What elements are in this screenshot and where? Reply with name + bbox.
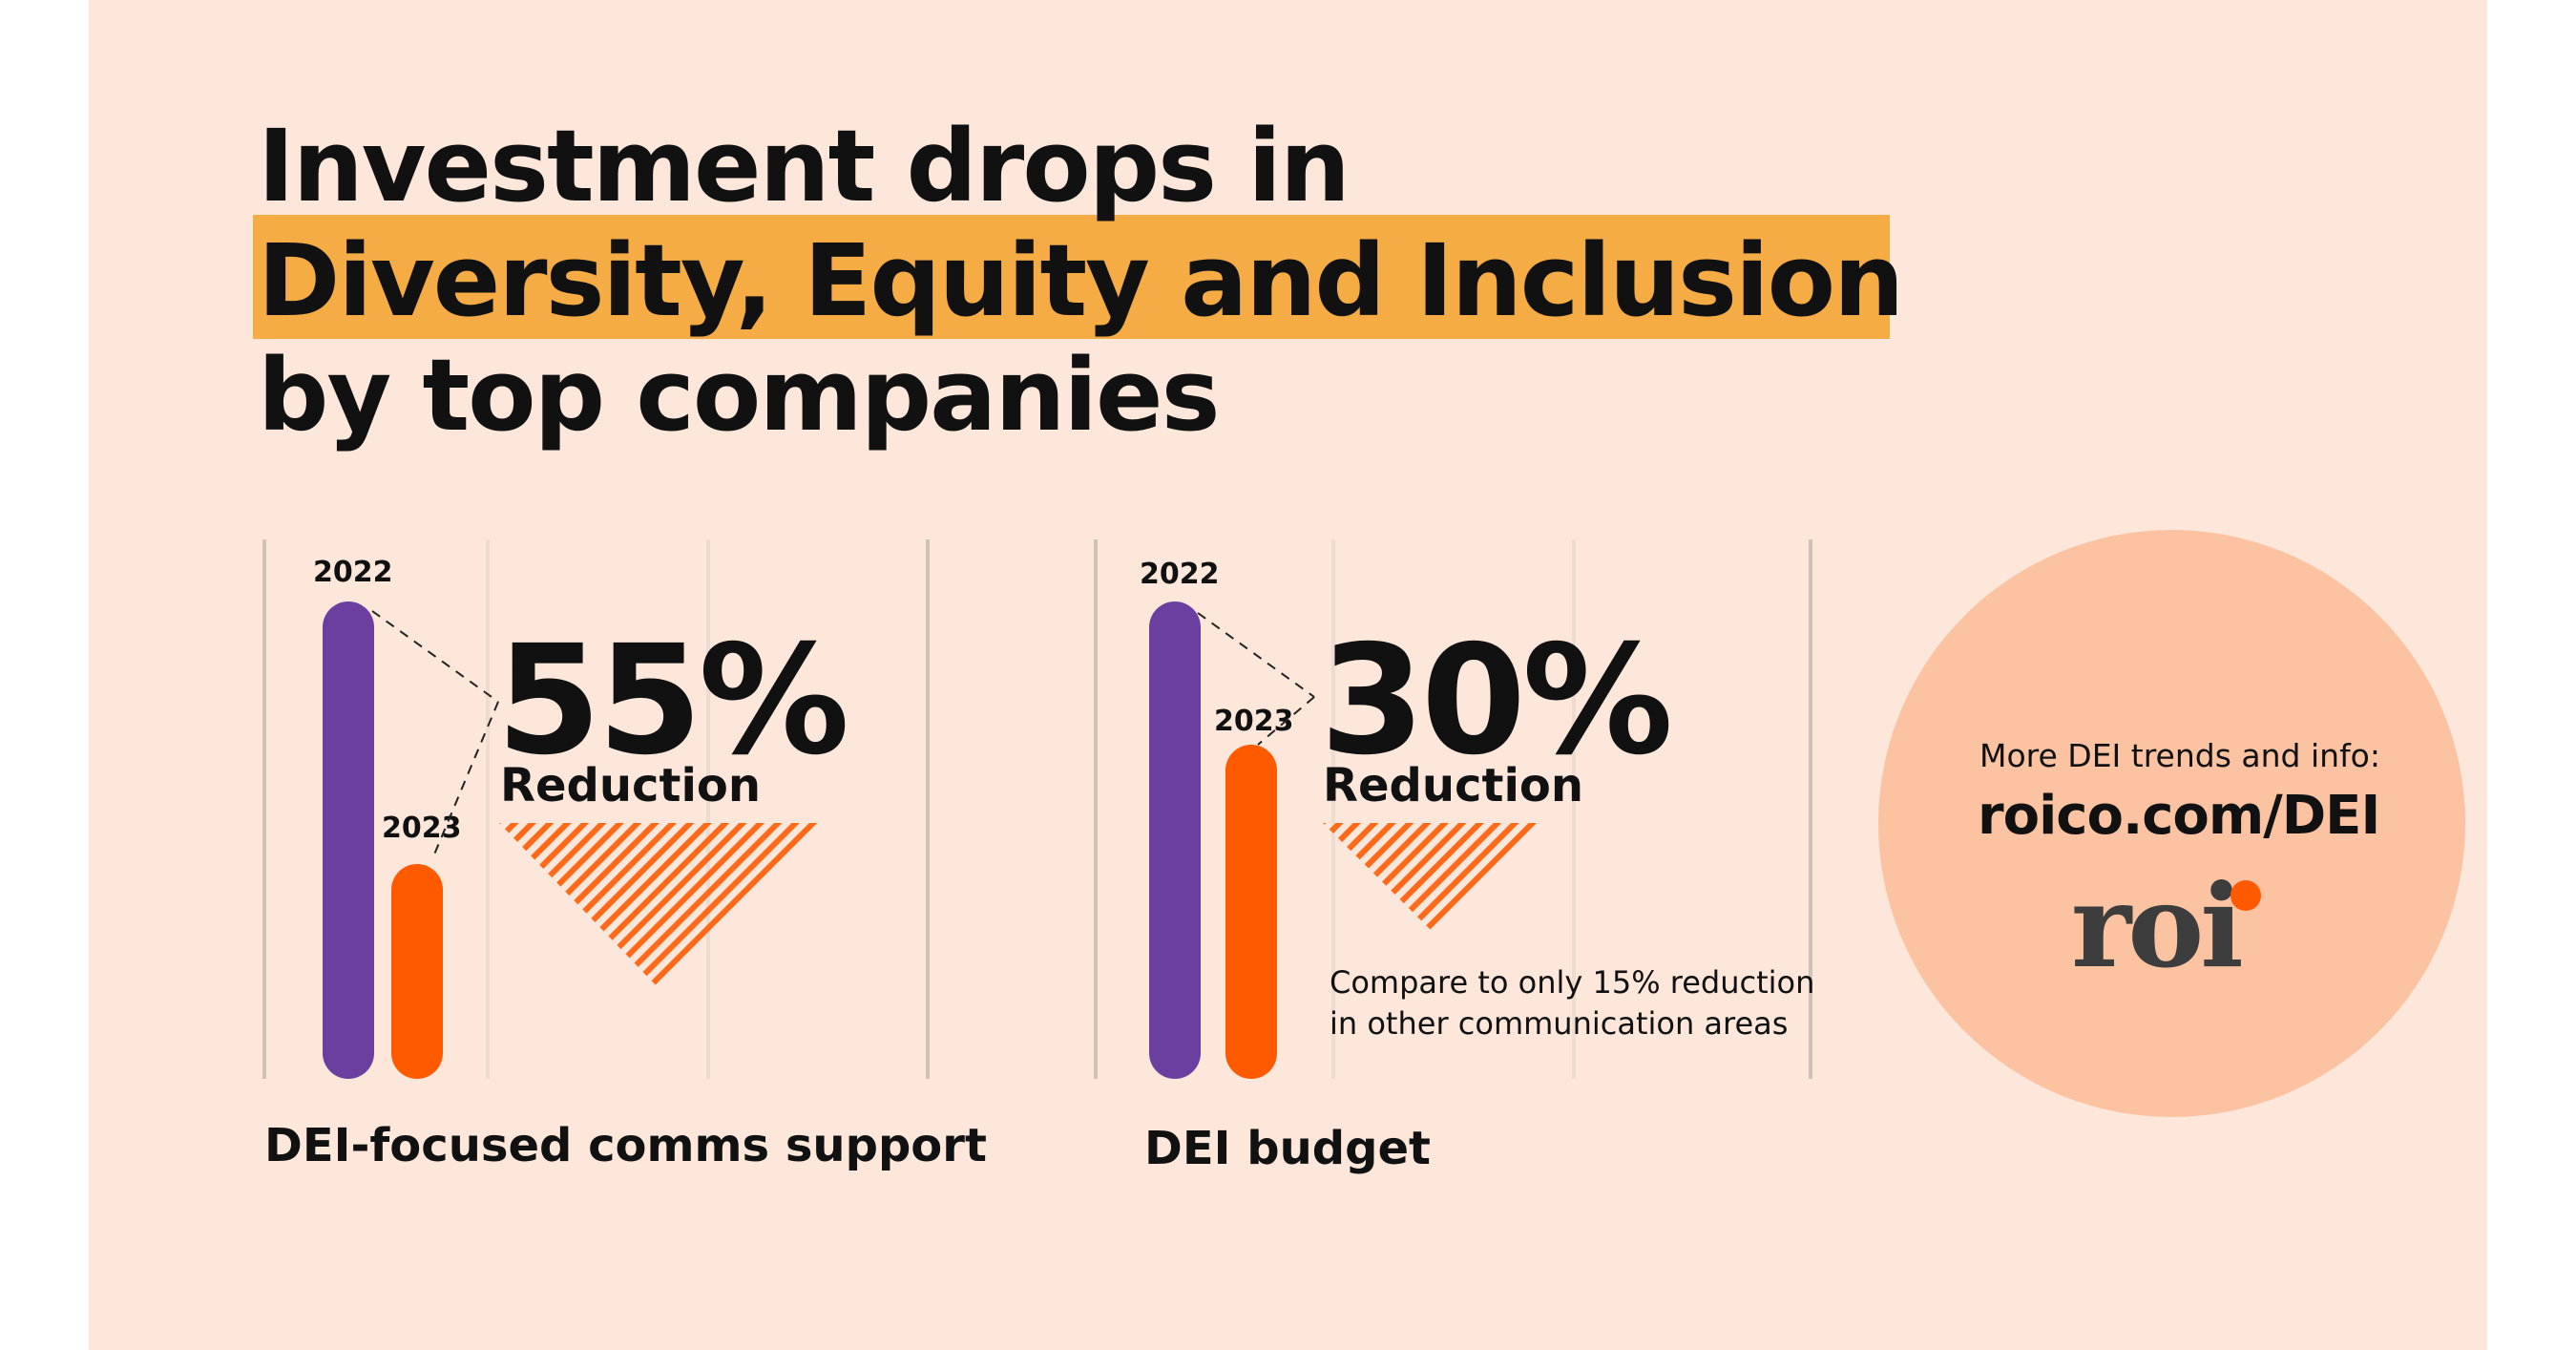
chart-2-reduction-word: Reduction: [1323, 759, 1584, 812]
chart-1-reduction-word: Reduction: [500, 759, 762, 812]
chart-2-bar-2022: [1149, 601, 1201, 1079]
chart-2-axis-left: [1094, 539, 1098, 1079]
chart-2-year-label-2023: 2023: [1214, 705, 1294, 738]
chart-1-axis-left: [262, 539, 266, 1079]
chart-1-hatched-triangle: [499, 823, 824, 988]
chart-1-reduction-percent: 55%: [496, 613, 849, 789]
chart-2-hatched-triangle: [1323, 823, 1544, 934]
headline-line-1: Investment drops in: [258, 108, 1351, 224]
chart-2-bar-2023: [1225, 745, 1277, 1079]
chart-1-gridline: [706, 539, 710, 1079]
chart-2-reduction-percent: 30%: [1320, 613, 1673, 789]
promo-url-link[interactable]: roico.com/DEI: [1978, 785, 2380, 847]
chart-1-year-label-2023: 2023: [382, 812, 462, 845]
logo-dot-icon: [2230, 880, 2261, 911]
chart-1-caption: DEI-focused comms support: [264, 1119, 987, 1172]
chart-2-connector: [1197, 612, 1315, 746]
chart-1-gridline: [486, 539, 490, 1079]
chart-2-axis-right: [1809, 539, 1812, 1079]
chart-1-axis-right: [926, 539, 930, 1079]
roi-logo: roi: [2071, 859, 2244, 994]
headline-line-2: Diversity, Equity and Inclusion: [258, 222, 1904, 339]
headline-highlight: [253, 215, 1890, 339]
chart-1-connector: [371, 610, 499, 855]
headline-line-3: by top companies: [258, 337, 1220, 454]
chart-2-gridline: [1331, 539, 1335, 1079]
chart-2-gridline: [1572, 539, 1576, 1079]
chart-2-note-line-2: in other communication areas: [1330, 1005, 1789, 1042]
chart-2-caption: DEI budget: [1144, 1122, 1431, 1175]
promo-circle: [1878, 530, 2465, 1117]
promo-more-text: More DEI trends and info:: [1979, 737, 2380, 774]
chart-1-bar-2023: [391, 864, 443, 1079]
chart-2-note-line-1: Compare to only 15% reduction: [1330, 964, 1815, 1001]
chart-1-year-label-2022: 2022: [313, 556, 393, 589]
chart-1-bar-2022: [323, 601, 374, 1079]
chart-2-year-label-2022: 2022: [1140, 558, 1220, 591]
